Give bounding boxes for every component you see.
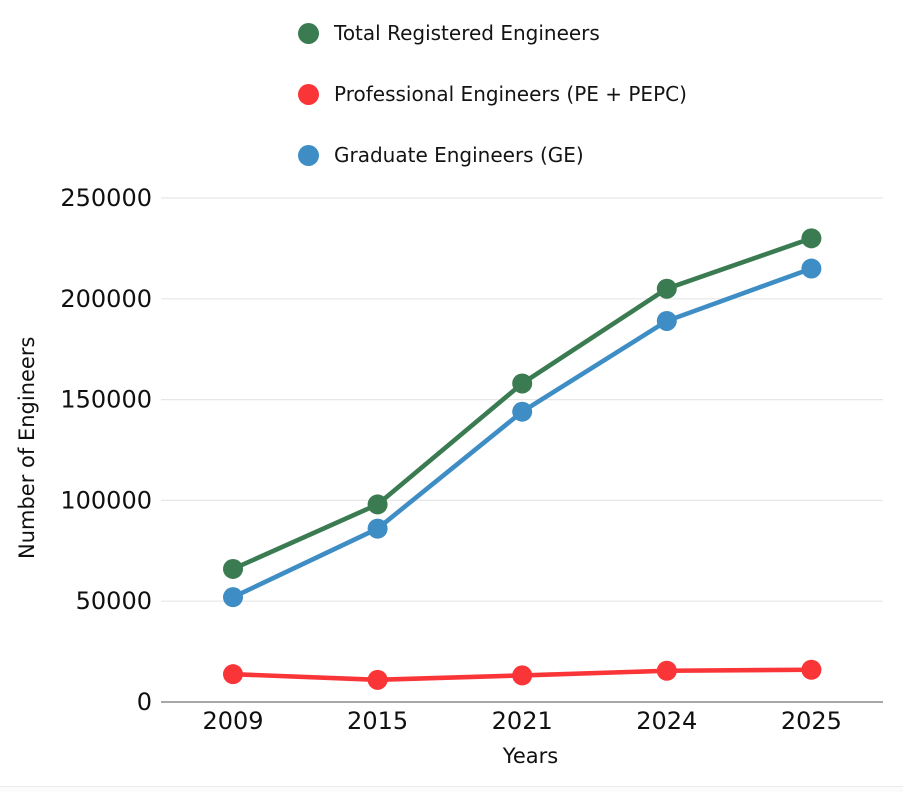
y-tick-label: 100000	[60, 486, 152, 514]
legend-label-graduate: Graduate Engineers (GE)	[334, 143, 584, 167]
legend-label-professional: Professional Engineers (PE + PEPC)	[334, 82, 687, 106]
legend-item-professional: Professional Engineers (PE + PEPC)	[298, 82, 687, 106]
series-marker-2	[512, 401, 533, 422]
series-marker-0	[223, 558, 243, 579]
legend-swatch-professional	[298, 83, 319, 105]
series-marker-0	[367, 494, 388, 515]
x-tick-label: 2015	[347, 707, 408, 735]
x-axis-title: Years	[502, 744, 559, 768]
series-marker-1	[801, 659, 822, 680]
series-marker-2	[223, 587, 243, 608]
series-marker-1	[656, 660, 677, 681]
x-tick-label: 2021	[492, 707, 553, 735]
y-axis-title: Number of Engineers	[15, 336, 39, 559]
x-tick-label: 2025	[781, 707, 842, 735]
series-marker-2	[656, 310, 677, 331]
y-tick-label: 50000	[76, 587, 152, 615]
series-marker-2	[801, 258, 822, 279]
series-marker-2	[367, 518, 388, 539]
series-marker-0	[801, 228, 822, 249]
series-marker-1	[367, 669, 388, 690]
y-tick-label: 250000	[60, 184, 152, 212]
y-tick-label: 150000	[60, 386, 152, 414]
legend-item-graduate: Graduate Engineers (GE)	[298, 143, 687, 167]
legend-item-total-registered: Total Registered Engineers	[298, 21, 687, 45]
series-marker-1	[512, 665, 533, 686]
legend-swatch-total-registered	[298, 22, 319, 44]
legend-swatch-graduate	[298, 144, 319, 166]
x-tick-label: 2009	[202, 707, 263, 735]
legend-label-total-registered: Total Registered Engineers	[334, 21, 600, 45]
y-tick-label: 200000	[60, 285, 152, 313]
x-tick-label: 2024	[636, 707, 697, 735]
series-marker-0	[656, 278, 677, 299]
legend: Total Registered Engineers Professional …	[298, 21, 687, 205]
y-tick-label: 0	[137, 688, 152, 716]
series-marker-1	[223, 664, 243, 685]
bottom-divider	[0, 786, 903, 792]
series-marker-0	[512, 373, 533, 394]
series-line-2	[230, 266, 814, 600]
